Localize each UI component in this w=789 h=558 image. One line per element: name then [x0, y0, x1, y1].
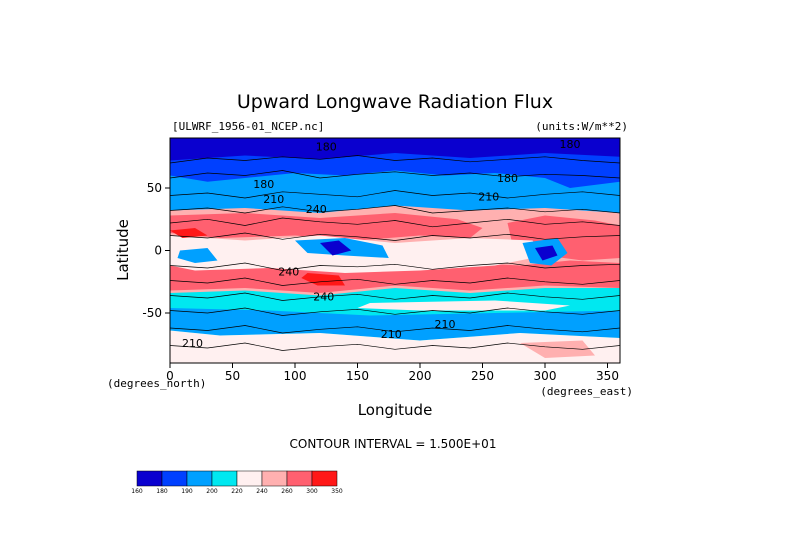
- field-band-310-14: [170, 228, 208, 238]
- x-tick-label-300: 300: [534, 369, 557, 383]
- contour-line-3: [170, 205, 620, 214]
- contour-line-2: [170, 190, 620, 199]
- contour-label-8: 240: [313, 291, 334, 304]
- units-label: (units:W/m**2): [535, 120, 628, 133]
- x-axis-ticks: 0 50 100 150 200 250 300 350: [166, 363, 619, 383]
- colorbar-swatch-6: [286, 470, 313, 487]
- contour-line-8: [170, 292, 620, 301]
- x-tick-label-0: 0: [166, 369, 174, 383]
- y-axis-ticks: 50 0 -50: [142, 181, 170, 320]
- colorbar-label-4: 220: [231, 488, 243, 495]
- contour-line-4: [170, 217, 620, 228]
- y-axis-label: Latitude: [114, 219, 132, 281]
- contour-label-1: 180: [560, 138, 581, 151]
- colorbar-label-5: 240: [256, 488, 268, 495]
- x-axis-label: Longitude: [358, 401, 433, 419]
- colorbar-swatch-5: [261, 470, 288, 487]
- colorbar-label-1: 180: [156, 488, 168, 495]
- contour-label-10: 210: [381, 328, 402, 341]
- x-tick-label-350: 350: [596, 369, 619, 383]
- x-tick-label-100: 100: [284, 369, 307, 383]
- field-band-250-19: [520, 340, 595, 358]
- x-tick-label-150: 150: [346, 369, 369, 383]
- contour-labels: 180 180 180 180 210 210 240 240 240 210 210 210: [182, 138, 581, 350]
- chart-title: Upward Longwave Radiation Flux: [237, 91, 553, 113]
- colorbar-swatch-0: [136, 470, 163, 487]
- field-band-195-11: [177, 248, 218, 263]
- y-unit-label: (degrees_north): [107, 377, 206, 390]
- x-unit-label: (degrees_east): [540, 385, 633, 398]
- contour-label-11: 210: [182, 337, 203, 350]
- contour-line-9: [170, 307, 620, 316]
- x-tick-label-50: 50: [225, 369, 240, 383]
- colorbar-label-8: 350: [331, 488, 343, 495]
- contour-label-7: 240: [278, 266, 299, 279]
- field-band-160-13: [535, 245, 558, 261]
- contour-label-9: 210: [435, 318, 456, 331]
- field-band-160-10: [320, 240, 352, 256]
- colorbar-label-2: 190: [181, 488, 193, 495]
- contour-line-10: [170, 325, 620, 334]
- colorbar-swatch-4: [236, 470, 263, 487]
- contour-line-5: [170, 232, 620, 241]
- x-tick-label-250: 250: [471, 369, 494, 383]
- contour-label-2: 180: [497, 172, 518, 185]
- contour-line-11: [170, 342, 620, 351]
- field-band-195-17: [170, 308, 620, 341]
- field-band-230-16: [357, 300, 570, 311]
- field-band-160-3: [170, 138, 620, 161]
- colorbar-swatch-7: [311, 470, 338, 487]
- contour-label-3: 180: [253, 178, 274, 191]
- contour-label-5: 210: [263, 193, 284, 206]
- contour-line-7: [170, 277, 620, 286]
- contour-label-4: 210: [478, 191, 499, 204]
- colorbar-label-6: 260: [281, 488, 293, 495]
- colorbar-swatch-3: [211, 470, 238, 487]
- colorbar-label-7: 300: [306, 488, 318, 495]
- contour-line-1: [170, 170, 620, 179]
- field-band-230-18: [170, 330, 620, 363]
- dataset-label: [ULWRF_1956-01_NCEP.nc]: [172, 120, 324, 133]
- contour-line-0: [170, 155, 620, 164]
- colorbar-label-3: 200: [206, 488, 218, 495]
- x-tick-label-200: 200: [409, 369, 432, 383]
- plot-area: [170, 138, 620, 363]
- colorbar-swatch-1: [161, 470, 188, 487]
- colorbar-label-0: 160: [131, 488, 143, 495]
- contour-label-6: 240: [306, 203, 327, 216]
- y-tick-label-50: 50: [147, 181, 162, 195]
- colorbar: 160 180 190 200 220 240 260 300 350: [131, 470, 343, 495]
- contour-interval-label: CONTOUR INTERVAL = 1.500E+01: [290, 437, 497, 451]
- y-tick-label--50: -50: [142, 306, 162, 320]
- contour-label-0: 180: [316, 141, 337, 154]
- contour-line-6: [170, 262, 620, 271]
- colorbar-swatch-2: [186, 470, 213, 487]
- y-tick-label-0: 0: [154, 244, 162, 258]
